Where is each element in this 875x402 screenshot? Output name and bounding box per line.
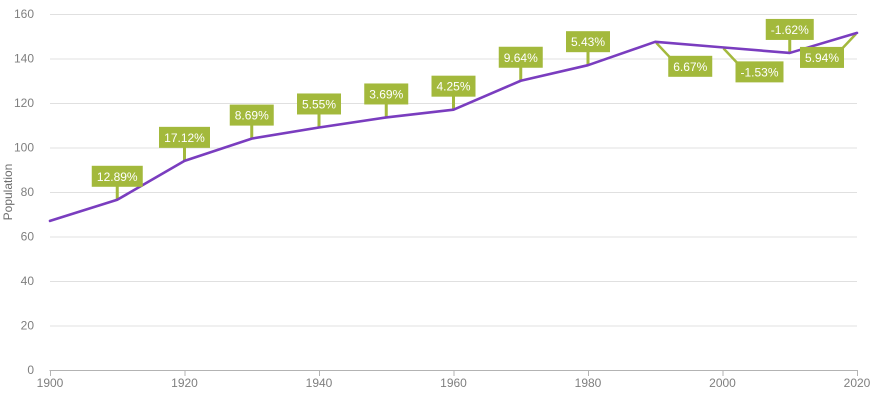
data-label-stem [317, 113, 321, 128]
data-label-text: 12.89% [97, 170, 138, 184]
x-tick-label: 2000 [709, 376, 736, 390]
y-axis-labels: 0 20 40 60 80 100 120 140 160 [14, 7, 34, 377]
data-label-stem [115, 185, 119, 200]
data-label-stem [452, 95, 455, 110]
x-tick-label: 1940 [306, 376, 333, 390]
data-label-text: 9.64% [504, 51, 538, 65]
data-label-text: 8.69% [235, 109, 269, 123]
y-axis-title: Population [1, 164, 15, 221]
data-label-text: 6.67% [673, 60, 707, 74]
y-tick-label: 120 [14, 96, 34, 110]
data-label [91, 165, 143, 187]
data-label-text: 5.94% [805, 51, 839, 65]
data-label [566, 31, 610, 53]
data-label-text: 3.69% [369, 87, 403, 101]
data-label [735, 61, 784, 83]
data-label [364, 83, 409, 105]
population-series-line [48, 31, 859, 223]
x-axis-labels: 1900 1920 1940 1960 1980 2000 2020 [37, 370, 871, 390]
y-tick-label: 100 [14, 141, 34, 155]
data-label-stem [384, 103, 388, 118]
data-label [498, 46, 543, 68]
data-label [800, 46, 844, 68]
y-tick-label: 80 [21, 185, 35, 199]
data-label-text: -1.62% [771, 23, 809, 37]
y-tick-label: 20 [21, 319, 35, 333]
y-tick-label: 60 [21, 230, 35, 244]
data-label-stem [519, 66, 523, 81]
data-label-text: 5.43% [571, 35, 605, 49]
data-label-text: -1.53% [740, 65, 778, 79]
data-label-stem [250, 124, 254, 139]
data-label [159, 126, 210, 148]
y-tick-label: 160 [14, 7, 34, 21]
y-tick-label: 40 [21, 274, 35, 288]
data-label [668, 55, 713, 77]
y-tick-label: 0 [27, 363, 34, 377]
data-label [431, 75, 476, 97]
x-tick-label: 2020 [844, 376, 871, 390]
data-label-stem [183, 146, 186, 161]
data-labels: 12.89% 17.12% 8.69% 5.55% 3.69% 4.25% 9.64% 5.4… [91, 18, 844, 187]
x-tick-label: 1960 [440, 376, 467, 390]
x-tick-label: 1920 [171, 376, 198, 390]
y-tick-label: 140 [14, 52, 34, 66]
data-label-stem [586, 51, 590, 66]
data-label [297, 93, 341, 115]
x-tick-label: 1980 [575, 376, 602, 390]
data-label-text: 5.55% [302, 97, 336, 111]
data-label [229, 104, 274, 126]
data-label-text: 4.25% [436, 80, 470, 94]
x-tick-label: 1900 [37, 376, 64, 390]
data-label-text: 17.12% [164, 131, 205, 145]
data-label [765, 18, 814, 40]
data-label-stem [788, 38, 792, 53]
